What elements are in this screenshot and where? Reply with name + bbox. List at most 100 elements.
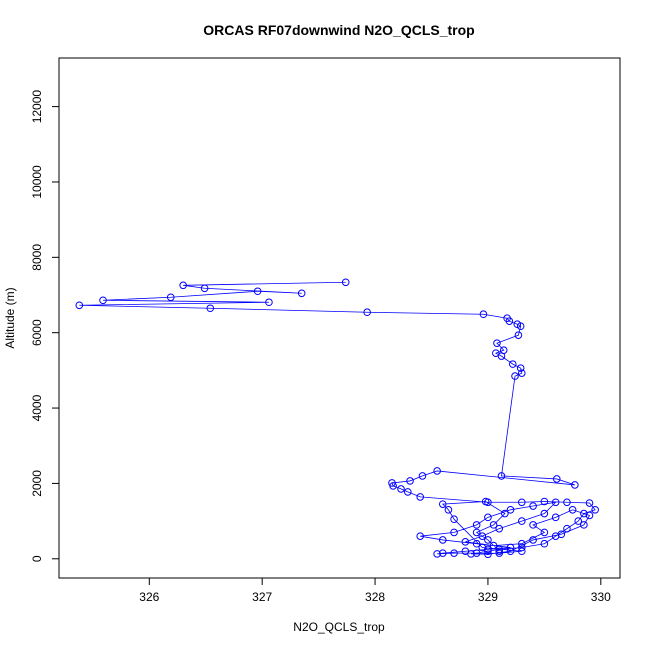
data-point — [517, 517, 526, 525]
data-point — [206, 304, 215, 313]
y-axis-label: Altitude (m) — [3, 287, 17, 348]
data-point — [438, 549, 447, 557]
data-point — [472, 521, 481, 529]
data-point — [403, 488, 412, 496]
x-tick-label: 327 — [252, 590, 272, 604]
data-point — [478, 543, 487, 552]
data-point — [505, 317, 514, 326]
data-point — [540, 528, 549, 537]
data-point — [506, 505, 515, 514]
data-point — [489, 541, 498, 550]
y-tick-label: 2000 — [30, 470, 44, 497]
data-point — [517, 539, 526, 548]
data-point — [438, 500, 447, 508]
data-point — [341, 278, 350, 287]
data-point — [484, 550, 492, 559]
data-point — [467, 550, 475, 558]
data-point — [540, 509, 549, 518]
data-point — [484, 536, 492, 544]
data-point — [265, 298, 273, 307]
data-point — [450, 528, 458, 537]
data-point — [517, 543, 526, 552]
data-point — [497, 472, 506, 480]
y-tick-label: 6000 — [30, 319, 44, 346]
data-point — [514, 331, 523, 339]
y-tick-label: 12000 — [30, 90, 44, 124]
data-point — [529, 521, 537, 529]
data-point — [517, 547, 526, 556]
data-point — [517, 369, 526, 377]
data-point — [472, 539, 481, 548]
data-point — [585, 499, 594, 507]
data-point — [516, 364, 525, 372]
data-point — [481, 497, 490, 506]
y-tick-label: 4000 — [30, 394, 44, 421]
x-tick-label: 330 — [591, 590, 611, 604]
data-line — [79, 281, 596, 555]
data-point — [438, 536, 447, 544]
y-tick-label: 8000 — [30, 244, 44, 271]
data-point — [444, 505, 453, 514]
y-tick-label: 0 — [30, 555, 44, 562]
data-point — [591, 505, 599, 514]
chart-title: ORCAS RF07downwind N2O_QCLS_trop — [203, 22, 474, 38]
data-point — [563, 524, 571, 533]
data-point — [418, 472, 427, 480]
data-point — [517, 498, 526, 507]
data-point — [529, 502, 537, 510]
x-tick-label: 326 — [139, 590, 159, 604]
data-point — [580, 521, 588, 529]
data-point — [585, 511, 594, 520]
data-point — [416, 493, 425, 501]
data-point — [450, 515, 458, 524]
data-point — [166, 293, 175, 302]
data-point — [574, 517, 583, 525]
data-point — [397, 485, 405, 493]
data-point — [472, 549, 481, 557]
data-point — [568, 505, 577, 514]
data-point — [497, 352, 506, 360]
data-point — [551, 513, 560, 522]
data-point — [406, 477, 414, 485]
data-point — [506, 543, 515, 552]
x-tick-label: 329 — [478, 590, 498, 604]
data-point — [389, 482, 397, 490]
data-point — [472, 528, 481, 537]
data-point — [551, 498, 560, 507]
data-point — [363, 308, 371, 317]
data-point — [253, 287, 262, 296]
data-point — [75, 301, 84, 310]
data-point — [516, 322, 525, 331]
data-point — [493, 339, 501, 347]
data-point — [484, 513, 492, 522]
data-point — [506, 547, 515, 556]
data-point — [200, 284, 209, 293]
data-point — [461, 538, 470, 546]
data-point — [529, 536, 537, 544]
data-point — [450, 549, 458, 557]
data-point — [501, 509, 509, 518]
data-point — [540, 497, 549, 506]
data-point — [479, 310, 488, 319]
data-point — [563, 498, 571, 507]
data-point — [99, 296, 107, 305]
data-point — [552, 475, 561, 483]
x-axis-label: N2O_QCLS_trop — [293, 620, 385, 634]
data-point — [297, 289, 306, 298]
data-point — [571, 481, 579, 489]
data-point — [508, 360, 517, 368]
data-point — [489, 521, 498, 529]
plot-frame — [58, 57, 621, 579]
x-tick-label: 328 — [365, 590, 385, 604]
y-tick-label: 10000 — [30, 165, 44, 199]
data-point — [416, 532, 425, 540]
data-point — [511, 372, 519, 380]
data-point — [179, 281, 187, 290]
data-point — [540, 539, 549, 548]
data-point — [433, 467, 441, 475]
data-point — [557, 530, 566, 539]
data-point — [433, 550, 441, 558]
data-point — [495, 524, 504, 533]
data-point — [495, 547, 504, 556]
